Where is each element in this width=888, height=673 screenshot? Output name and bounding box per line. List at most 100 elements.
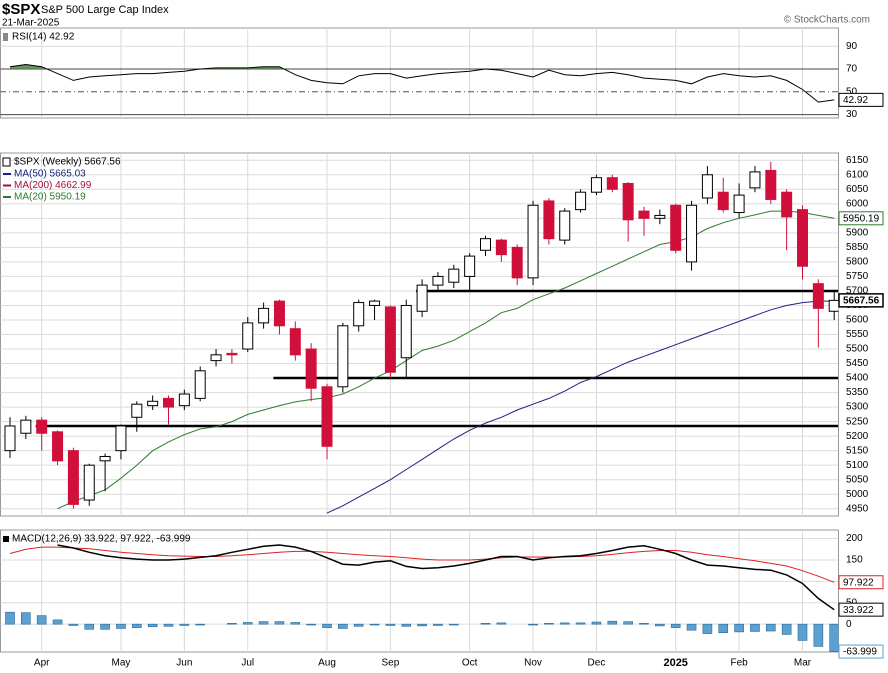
histogram-bar <box>353 623 364 627</box>
y-tick-label: 5700 <box>846 286 869 297</box>
candle-body <box>52 431 64 462</box>
candle-body <box>384 306 396 373</box>
y-tick-label: 70 <box>846 64 858 75</box>
histogram-bar <box>68 623 79 626</box>
y-tick-label: 6100 <box>846 169 869 180</box>
rsi-line <box>9 63 835 103</box>
candle-body <box>67 450 79 505</box>
legend-icon <box>3 33 8 41</box>
legend-label: MA(50) 5665.03 <box>14 169 86 180</box>
histogram-bar <box>607 620 618 625</box>
candle-body <box>353 302 365 327</box>
candle-body <box>305 348 317 389</box>
value-box-label: 42.92 <box>843 95 868 106</box>
candle-body <box>765 169 777 200</box>
histogram-bar <box>306 623 316 626</box>
candle-body <box>781 191 793 218</box>
y-tick-label: 6000 <box>846 198 869 209</box>
legend-label: RSI(14) 42.92 <box>12 32 75 43</box>
y-tick-label: 5450 <box>846 358 869 369</box>
x-tick-label: Dec <box>588 658 606 669</box>
histogram-bar <box>147 623 158 628</box>
y-tick-label: 90 <box>846 41 858 52</box>
candle-body <box>273 300 285 327</box>
legend-title: MACD(12,26,9) 33.922, 97.922, -63.999 <box>12 534 191 545</box>
candle-body <box>590 177 602 193</box>
value-box-label: 33.922 <box>843 605 874 616</box>
y-tick-label: 5150 <box>846 445 869 456</box>
histogram-bar <box>338 623 348 629</box>
histogram-bar <box>322 623 332 628</box>
candle-body <box>812 283 824 309</box>
x-tick-label: Nov <box>524 658 542 669</box>
candle-body <box>480 238 491 251</box>
value-box-label: 5667.56 <box>843 296 880 307</box>
candle-body <box>670 204 682 251</box>
histogram-bar <box>686 623 697 631</box>
macd-line <box>57 544 835 611</box>
histogram-bar <box>242 622 253 625</box>
histogram-bar <box>639 623 649 625</box>
value-box <box>838 293 884 308</box>
candle-body <box>210 354 222 362</box>
y-tick-label: 5500 <box>846 344 869 355</box>
candle-body <box>828 299 839 312</box>
candle-body <box>258 307 270 324</box>
candle-body <box>20 419 32 434</box>
histogram-bar <box>702 623 713 634</box>
y-tick-label: 30 <box>846 109 858 120</box>
value-box <box>838 575 884 590</box>
y-tick-label: 6150 <box>846 155 869 166</box>
candle-body <box>464 255 476 277</box>
y-tick-label: 5200 <box>846 431 869 442</box>
candle-body <box>432 275 444 286</box>
candle-body <box>575 191 587 211</box>
legend-label: MA(200) 4662.99 <box>14 180 92 191</box>
y-tick-label: 5350 <box>846 387 869 398</box>
histogram-bar <box>100 623 110 630</box>
value-box-label: -63.999 <box>843 647 877 658</box>
histogram-bar <box>163 623 174 627</box>
x-tick-label: Oct <box>462 658 478 669</box>
candle-body <box>559 210 571 241</box>
plot-area <box>0 45 838 116</box>
histogram-bar <box>369 623 380 626</box>
histogram-bar <box>36 615 47 625</box>
candle-body <box>131 403 143 418</box>
candle-body <box>226 352 238 356</box>
x-tick-label: Jun <box>176 658 192 669</box>
panel-frame <box>0 529 839 653</box>
plot-area <box>0 159 839 514</box>
x-tick-label: Jul <box>241 658 254 669</box>
histogram-bar <box>734 623 744 633</box>
y-tick-label: 5600 <box>846 315 869 326</box>
candle-body <box>99 455 111 462</box>
histogram-bar <box>591 621 602 625</box>
date: 21-Mar-2025 <box>2 18 60 29</box>
histogram-bar <box>385 623 396 626</box>
histogram-bar <box>52 619 63 625</box>
y-tick-label: 200 <box>846 533 863 544</box>
histogram-bar <box>765 623 776 632</box>
histogram-bar <box>21 612 31 625</box>
legend-title: $SPX (Weekly) 5667.56 <box>14 157 121 168</box>
histogram-bar <box>623 621 633 625</box>
y-tick-label: 5250 <box>846 416 869 427</box>
histogram-bar <box>274 621 285 625</box>
histogram-bar <box>417 623 427 627</box>
candle-body <box>733 194 745 214</box>
value-box-label: 5950.19 <box>843 213 880 224</box>
candle-body <box>654 214 666 219</box>
histogram-bar <box>718 623 729 634</box>
value-box <box>838 92 884 107</box>
histogram-bar <box>227 623 237 625</box>
y-tick-label: 50 <box>846 86 858 97</box>
value-box <box>838 644 884 659</box>
histogram-bar <box>829 623 839 652</box>
histogram-bar <box>750 623 760 632</box>
value-box <box>838 211 884 226</box>
candle-body <box>749 171 761 189</box>
symbol: $SPX <box>2 1 40 18</box>
x-tick-label: Mar <box>794 658 812 669</box>
